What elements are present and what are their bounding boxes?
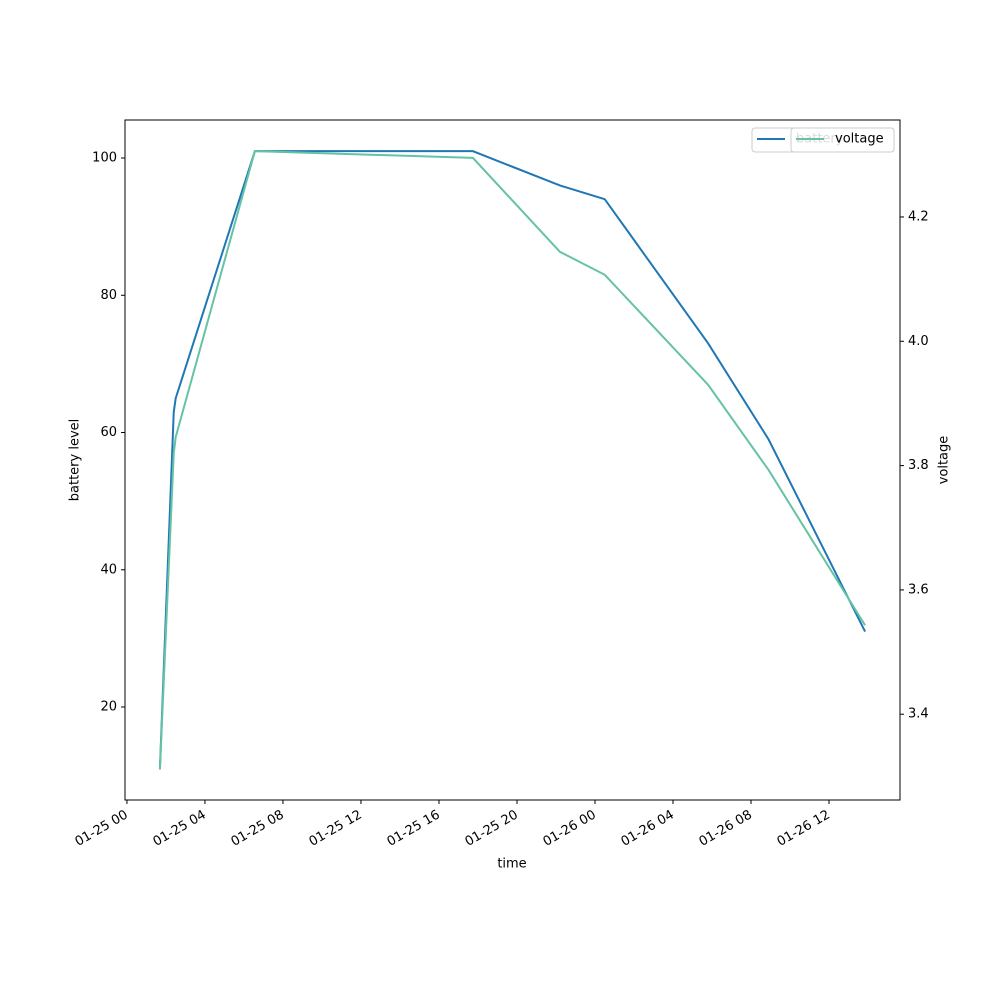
- y2-tick-label: 4.2: [908, 209, 929, 224]
- y-tick-label: 80: [100, 288, 117, 303]
- y2-axis-label: voltage: [937, 436, 952, 485]
- y-axis-label: battery level: [68, 419, 83, 502]
- plot-frame: [124, 119, 901, 801]
- y-tick-label: 20: [100, 700, 117, 715]
- x-tick-label: 01-26 04: [619, 808, 677, 850]
- data-line: [158, 150, 866, 770]
- y2-tick-label: 3.4: [908, 707, 929, 722]
- legend-box: [790, 127, 895, 153]
- x-tick-label: 01-26 00: [541, 808, 599, 850]
- x-axis-label: time: [497, 857, 526, 872]
- y2-tick-label: 4.0: [908, 334, 929, 349]
- x-tick-label: 01-25 12: [307, 808, 365, 850]
- x-tick-label: 01-25 00: [73, 808, 131, 850]
- legend-label: voltage: [835, 132, 884, 147]
- y2-tick-label: 3.6: [908, 582, 929, 597]
- y-tick-label: 60: [100, 425, 117, 440]
- x-tick-label: 01-25 04: [151, 808, 209, 850]
- y-tick-label: 40: [100, 562, 117, 577]
- data-line: [158, 150, 866, 769]
- x-tick-label: 01-25 08: [229, 808, 287, 850]
- x-tick-label: 01-26 12: [775, 808, 833, 850]
- y2-tick-label: 3.8: [908, 458, 929, 473]
- x-tick-label: 01-26 08: [697, 808, 755, 850]
- x-tick-label: 01-25 20: [463, 808, 521, 850]
- y-tick-label: 100: [92, 151, 117, 166]
- x-tick-label: 01-25 16: [385, 808, 443, 850]
